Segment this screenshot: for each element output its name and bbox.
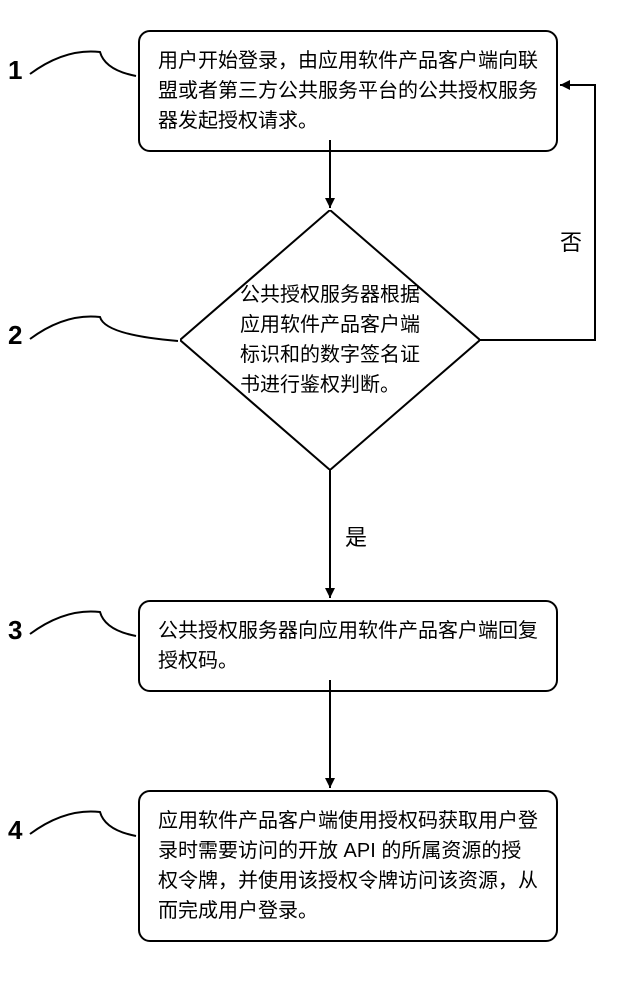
flow-node-4: 应用软件产品客户端使用授权码获取用户登录时需要访问的开放 API 的所属资源的授… xyxy=(138,790,558,942)
edge-label-no: 否 xyxy=(560,225,582,257)
flow-node-2: 公共授权服务器根据应用软件产品客户端标识和的数字签名证书进行鉴权判断。 xyxy=(180,210,480,470)
flow-node-1: 用户开始登录，由应用软件产品客户端向联盟或者第三方公共服务平台的公共授权服务器发… xyxy=(138,30,558,152)
step-number-1: 1 xyxy=(8,55,22,86)
step-number-2: 2 xyxy=(8,320,22,351)
flow-node-2-text: 公共授权服务器根据应用软件产品客户端标识和的数字签名证书进行鉴权判断。 xyxy=(240,280,420,400)
flow-node-4-text: 应用软件产品客户端使用授权码获取用户登录时需要访问的开放 API 的所属资源的授… xyxy=(158,810,538,922)
step-number-4: 4 xyxy=(8,815,22,846)
flow-node-3: 公共授权服务器向应用软件产品客户端回复授权码。 xyxy=(138,600,558,692)
step-number-3: 3 xyxy=(8,615,22,646)
edge-label-yes: 是 xyxy=(345,520,367,552)
flow-node-3-text: 公共授权服务器向应用软件产品客户端回复授权码。 xyxy=(158,620,538,672)
flow-node-1-text: 用户开始登录，由应用软件产品客户端向联盟或者第三方公共服务平台的公共授权服务器发… xyxy=(158,50,538,132)
